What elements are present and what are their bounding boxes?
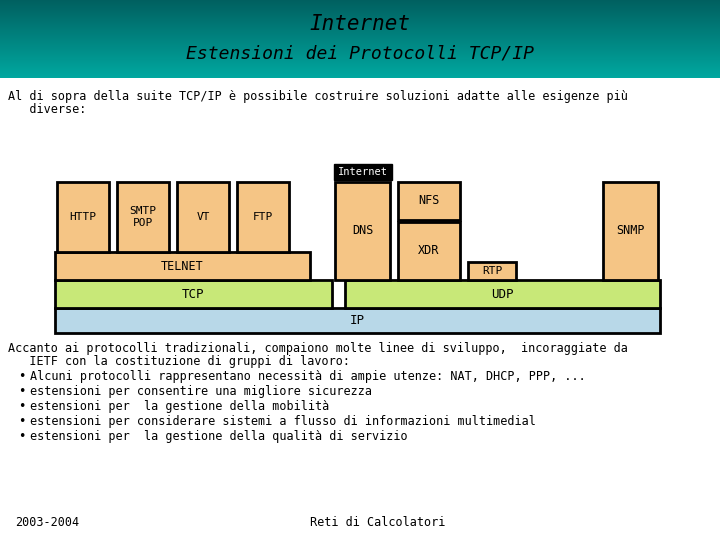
Text: Accanto ai protocolli tradizionali, compaiono molte linee di sviluppo,  incoragg: Accanto ai protocolli tradizionali, comp… — [8, 342, 628, 355]
Text: estensioni per  la gestione della qualità di servizio: estensioni per la gestione della qualità… — [30, 430, 408, 443]
Bar — [117, 182, 169, 252]
Text: HTTP: HTTP — [70, 212, 96, 222]
Text: IP: IP — [350, 314, 365, 327]
Text: estensioni per considerare sistemi a flusso di informazioni multimedial: estensioni per considerare sistemi a flu… — [30, 415, 536, 428]
Bar — [237, 182, 289, 252]
Bar — [335, 182, 390, 280]
Bar — [55, 280, 332, 308]
Text: IETF con la costituzione di gruppi di lavoro:: IETF con la costituzione di gruppi di la… — [8, 355, 350, 368]
Text: FTP: FTP — [253, 212, 273, 222]
Bar — [55, 308, 660, 333]
Text: RTP: RTP — [482, 266, 502, 276]
Text: 2003-2004: 2003-2004 — [15, 516, 79, 529]
Text: •: • — [18, 400, 25, 413]
Bar — [57, 182, 109, 252]
Text: Al di sopra della suite TCP/IP è possibile costruire soluzioni adatte alle esige: Al di sopra della suite TCP/IP è possibi… — [8, 90, 628, 103]
Text: estensioni per  la gestione della mobilità: estensioni per la gestione della mobilit… — [30, 400, 329, 413]
Bar — [468, 262, 516, 280]
Text: SMTP
POP: SMTP POP — [130, 206, 156, 228]
Text: VT: VT — [197, 212, 210, 222]
Bar — [55, 252, 310, 280]
Text: Internet: Internet — [310, 14, 410, 34]
Text: •: • — [18, 430, 25, 443]
Bar — [398, 182, 460, 220]
Text: Alcuni protocolli rappresentano necessità di ampie utenze: NAT, DHCP, PPP, ...: Alcuni protocolli rappresentano necessit… — [30, 370, 586, 383]
Text: NFS: NFS — [418, 194, 440, 207]
Text: •: • — [18, 370, 25, 383]
Text: SNMP: SNMP — [616, 225, 644, 238]
Text: Reti di Calcolatori: Reti di Calcolatori — [310, 516, 446, 529]
Text: Internet: Internet — [338, 167, 387, 177]
Text: TELNET: TELNET — [161, 260, 204, 273]
Text: •: • — [18, 385, 25, 398]
Text: DNS: DNS — [352, 225, 373, 238]
Text: estensioni per consentire una migliore sicurezza: estensioni per consentire una migliore s… — [30, 385, 372, 398]
Text: diverse:: diverse: — [8, 103, 86, 116]
Bar — [177, 182, 229, 252]
Bar — [333, 164, 392, 180]
Text: TCP: TCP — [182, 287, 204, 300]
Text: XDR: XDR — [418, 245, 440, 258]
Text: •: • — [18, 415, 25, 428]
Bar — [398, 222, 460, 280]
Text: UDP: UDP — [491, 287, 514, 300]
Bar — [345, 280, 660, 308]
Bar — [603, 182, 658, 280]
Text: Estensioni dei Protocolli TCP/IP: Estensioni dei Protocolli TCP/IP — [186, 45, 534, 63]
